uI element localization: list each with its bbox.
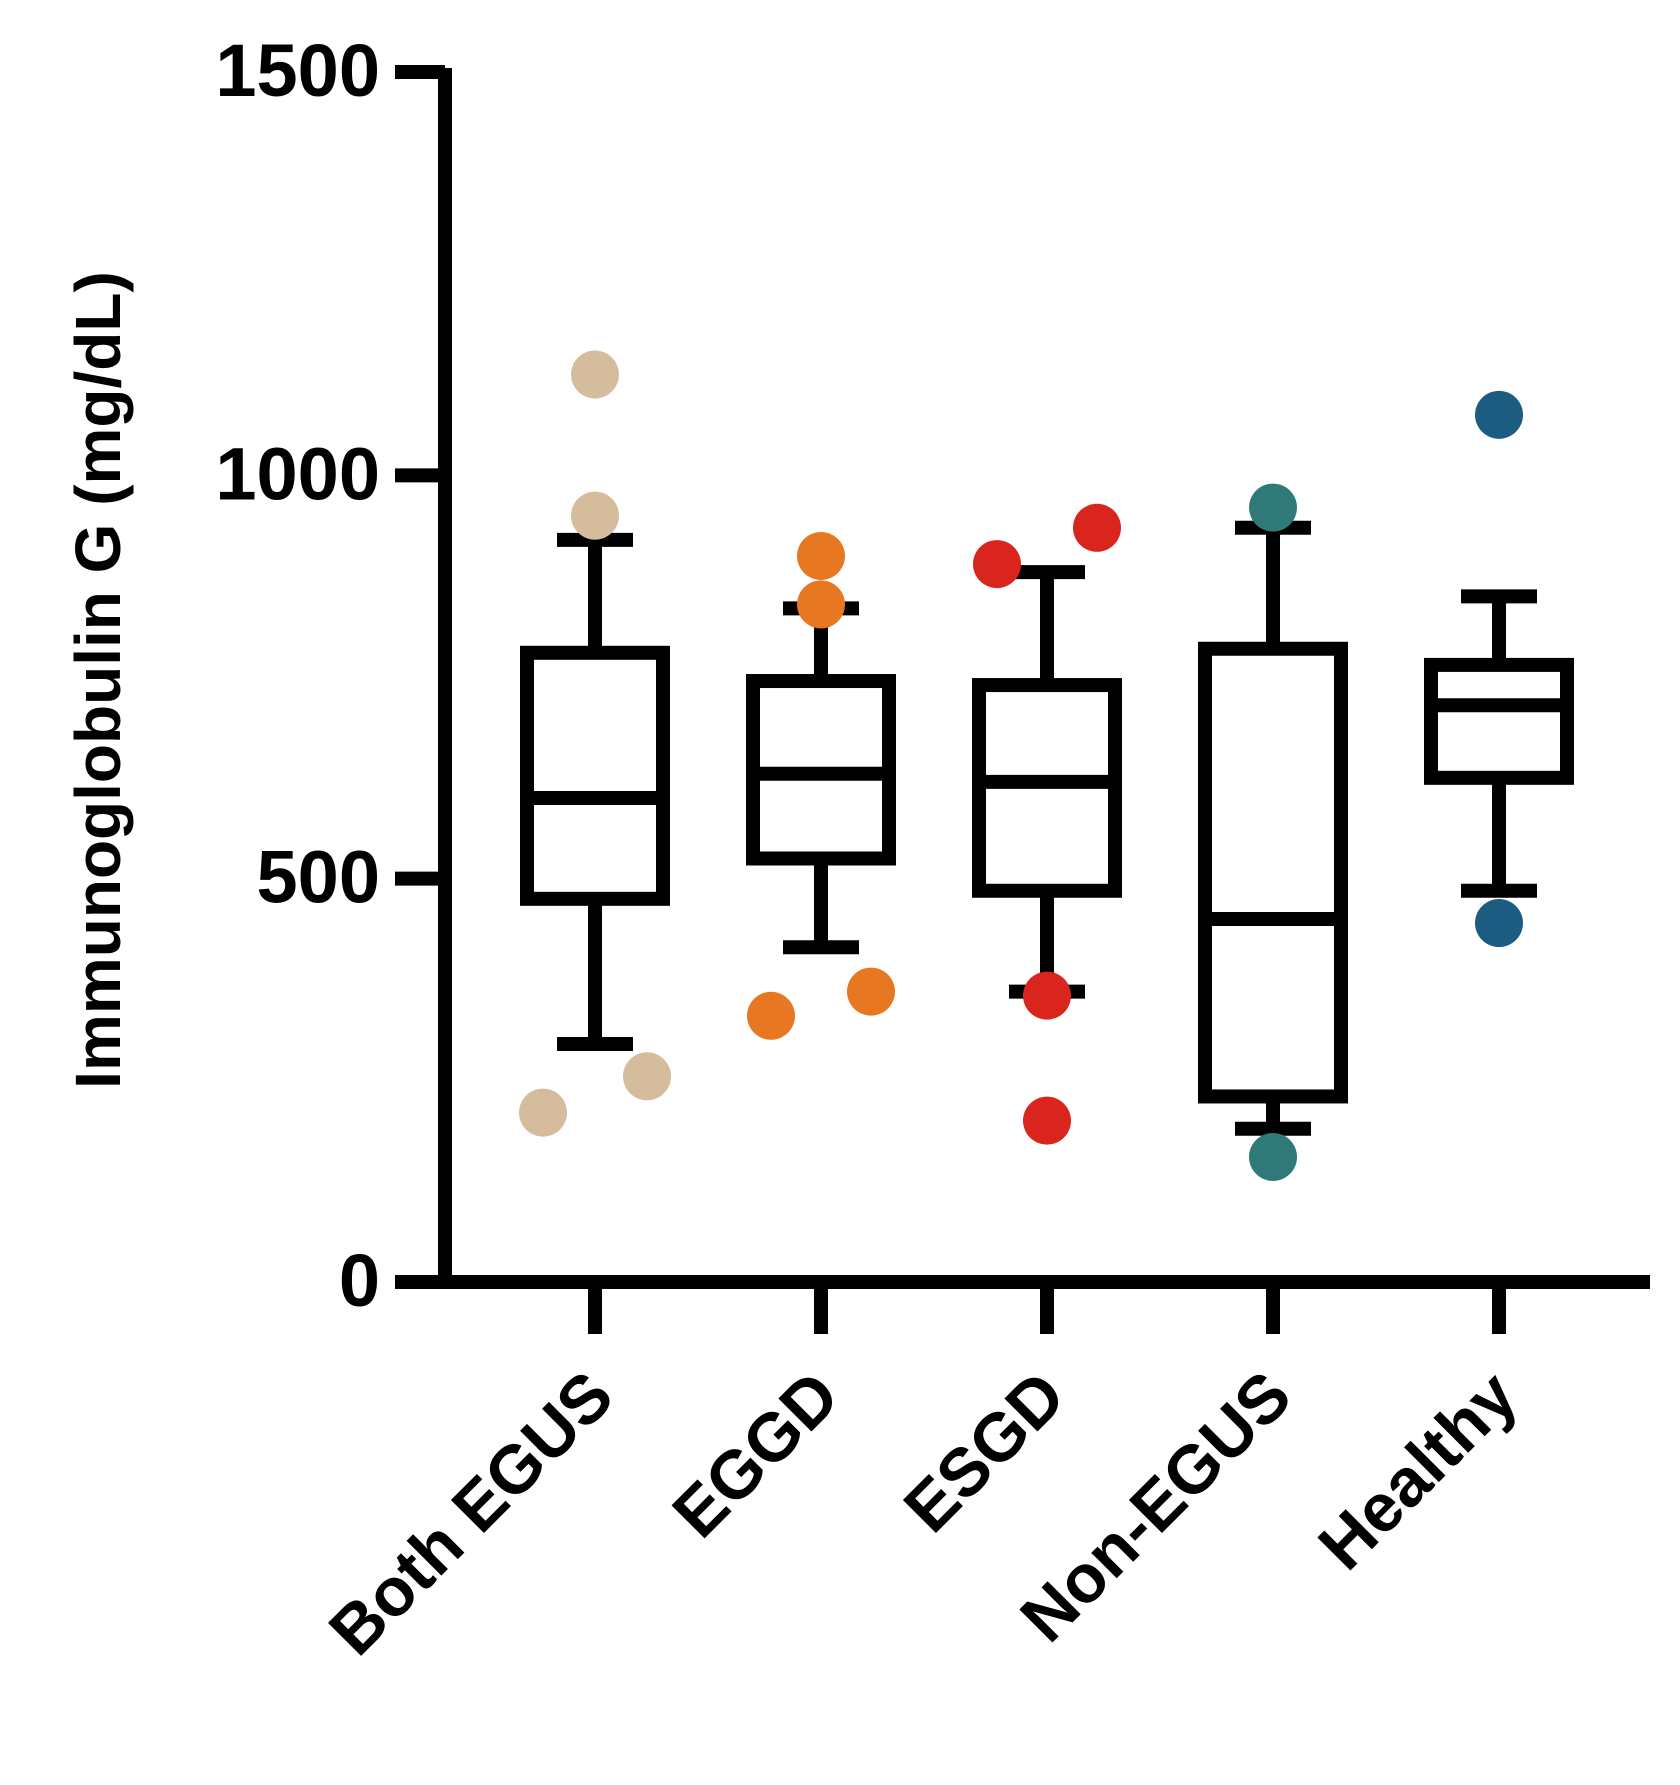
box-iqr [520, 645, 670, 906]
outlier-point [747, 991, 795, 1040]
outlier-point [1249, 1132, 1297, 1181]
box-healthy [1424, 589, 1574, 898]
x-tick-label: EGGD [658, 1357, 853, 1552]
box-eggd [746, 601, 896, 955]
outlier-point [1073, 503, 1121, 552]
outlier-point [519, 1088, 567, 1137]
outlier-point [847, 967, 895, 1016]
box-esgd [972, 565, 1122, 999]
box-series [520, 520, 1574, 1136]
y-tick-label: 1500 [215, 29, 380, 112]
x-tick-label: Healthy [1304, 1357, 1532, 1585]
outlier-point [1023, 1096, 1071, 1145]
y-tick-label: 0 [339, 1239, 380, 1322]
outlier-point [623, 1052, 671, 1101]
outlier-point [1475, 899, 1523, 948]
outlier-point [1249, 483, 1297, 532]
y-tick-label: 500 [257, 836, 380, 919]
box-both-egus [520, 532, 670, 1052]
y-axis-label: Immunoglobulin G (mg/dL) [62, 271, 134, 1089]
x-tick-label: ESGD [890, 1357, 1080, 1547]
outlier-point [571, 350, 619, 399]
box-iqr [1424, 657, 1574, 785]
outlier-point [1475, 390, 1523, 439]
y-tick-label: 1000 [215, 432, 380, 515]
x-tick-label: Both EGUS [315, 1357, 628, 1670]
box-non-egus [1198, 520, 1348, 1136]
outlier-points [519, 350, 1523, 1181]
y-axis-ticks: 0 500 1000 1500 [215, 29, 445, 1322]
outlier-point [1023, 971, 1071, 1020]
outlier-point [973, 540, 1021, 589]
outlier-point [571, 491, 619, 540]
outlier-point [797, 532, 845, 580]
box-iqr [1198, 641, 1348, 1104]
outlier-point [797, 580, 845, 629]
